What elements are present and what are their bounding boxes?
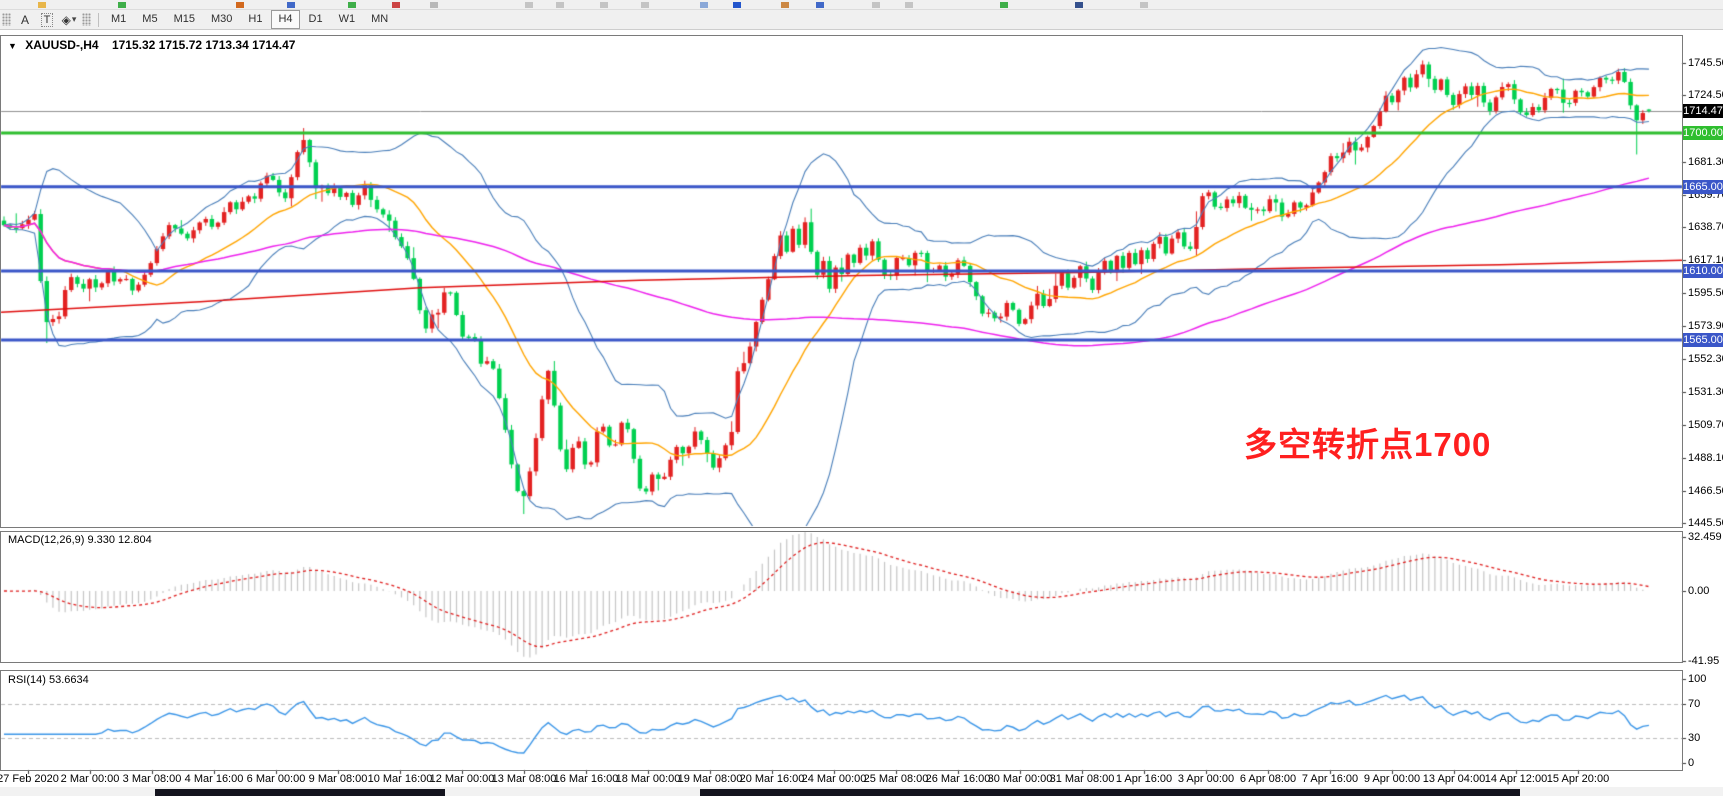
time-tick-label: 12 Mar 00:00 [429, 773, 495, 785]
time-tick-label: 7 Apr 16:00 [1301, 773, 1359, 785]
price-tick-label: 1573.90 [1688, 320, 1723, 333]
price-tick-label: 1681.30 [1688, 155, 1723, 168]
rsi-tick-label: 70 [1688, 698, 1701, 711]
macd-tick-label: 32.459 [1688, 531, 1722, 544]
macd-panel [0, 531, 1683, 663]
time-tick-label: 18 Mar 00:00 [615, 773, 681, 785]
price-tick-label: 1552.30 [1688, 353, 1723, 366]
symbol-period-label: XAUUSD-,H4 [25, 38, 99, 52]
time-tick-label: 2 Mar 00:00 [60, 773, 120, 785]
current-price-tag: 1714.47 [1683, 103, 1723, 118]
price-tick-label: 1638.70 [1688, 220, 1723, 233]
price-tick-label: 1617.10 [1688, 254, 1723, 267]
price-tick-label: 1445.50 [1688, 517, 1723, 530]
time-tick-label: 9 Apr 00:00 [1363, 773, 1421, 785]
taskbar-segment [155, 789, 445, 796]
rsi-panel [0, 670, 1683, 771]
chart-title: ▼ XAUUSD-,H4 1715.32 1715.72 1713.34 171… [8, 38, 295, 52]
rsi-tick-label: 100 [1688, 673, 1707, 685]
rsi-tick-label: 0 [1688, 757, 1695, 769]
hline-price-tag[interactable]: 1610.00 [1683, 263, 1723, 278]
price-tick-label: 1488.10 [1688, 451, 1723, 464]
macd-tick-label: 0.00 [1688, 585, 1710, 597]
ohlc-values: 1715.32 1715.72 1713.34 1714.47 [111, 38, 296, 52]
time-tick-label: 1 Apr 16:00 [1115, 773, 1173, 785]
time-tick-label: 20 Mar 16:00 [739, 773, 805, 785]
hline-price-tag[interactable]: 1665.00 [1683, 179, 1723, 194]
time-tick-label: 6 Apr 08:00 [1239, 773, 1297, 785]
price-tick-label: 1595.50 [1688, 287, 1723, 300]
main-chart-panel [0, 35, 1683, 528]
macd-label: MACD(12,26,9) 9.330 12.804 [8, 534, 152, 546]
taskbar-segment [700, 789, 1520, 796]
rsi-label: RSI(14) 53.6634 [8, 674, 89, 686]
price-tick-label: 1745.50 [1688, 57, 1723, 70]
macd-tick-label: -41.95 [1688, 654, 1720, 667]
time-tick-label: 13 Mar 08:00 [491, 773, 557, 785]
time-tick-label: 3 Apr 00:00 [1177, 773, 1235, 785]
time-tick-label: 14 Apr 12:00 [1484, 773, 1548, 785]
price-tick-label: 1509.70 [1688, 418, 1723, 431]
time-tick-label: 16 Mar 16:00 [553, 773, 619, 785]
chart-text-annotation[interactable]: 多空转折点1700 [1244, 426, 1492, 463]
time-tick-label: 24 Mar 00:00 [801, 773, 867, 785]
rsi-tick-label: 30 [1688, 731, 1701, 744]
time-tick-label: 25 Mar 08:00 [863, 773, 929, 785]
time-tick-label: 30 Mar 00:00 [987, 773, 1053, 785]
time-tick-label: 31 Mar 08:00 [1049, 773, 1115, 785]
taskbar-edge-clipped [0, 787, 1723, 796]
time-tick-label: 3 Mar 08:00 [122, 773, 182, 785]
collapse-caret-icon[interactable]: ▼ [8, 41, 17, 51]
time-tick-label: 10 Mar 16:00 [367, 773, 433, 785]
hline-price-tag[interactable]: 1700.00 [1683, 126, 1723, 140]
time-tick-label: 27 Feb 2020 [0, 773, 59, 785]
time-tick-label: 9 Mar 08:00 [308, 773, 368, 785]
price-tick-label: 1531.30 [1688, 385, 1723, 398]
time-tick-label: 19 Mar 08:00 [677, 773, 743, 785]
time-tick-label: 4 Mar 16:00 [184, 773, 244, 785]
hline-price-tag[interactable]: 1565.00 [1683, 332, 1723, 347]
time-tick-label: 13 Apr 04:00 [1422, 773, 1486, 785]
time-tick-label: 26 Mar 16:00 [925, 773, 991, 785]
price-tick-label: 1724.50 [1688, 89, 1723, 102]
time-tick-label: 15 Apr 20:00 [1546, 773, 1610, 785]
price-tick-label: 1466.50 [1688, 485, 1723, 498]
time-tick-label: 6 Mar 00:00 [246, 773, 306, 785]
